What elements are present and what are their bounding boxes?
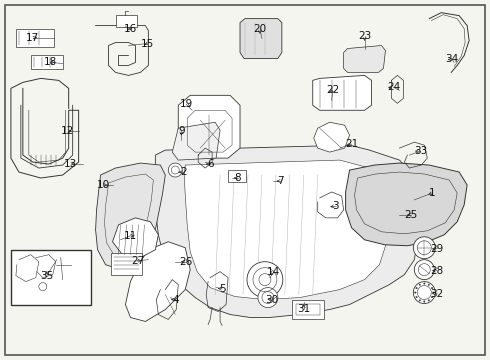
Text: 35: 35 bbox=[40, 271, 53, 281]
Text: 31: 31 bbox=[297, 303, 310, 314]
Bar bbox=[31, 55, 63, 69]
Polygon shape bbox=[343, 45, 386, 72]
Bar bbox=[11, 250, 91, 305]
Circle shape bbox=[168, 163, 182, 177]
Circle shape bbox=[431, 287, 433, 289]
Text: 1: 1 bbox=[429, 188, 436, 198]
Circle shape bbox=[423, 283, 425, 284]
Circle shape bbox=[416, 287, 417, 289]
Text: 9: 9 bbox=[178, 126, 185, 136]
Text: 14: 14 bbox=[267, 267, 280, 276]
Polygon shape bbox=[178, 95, 240, 158]
Polygon shape bbox=[314, 122, 349, 152]
Circle shape bbox=[415, 292, 416, 293]
Polygon shape bbox=[113, 218, 158, 258]
Polygon shape bbox=[313, 75, 371, 110]
Polygon shape bbox=[172, 122, 220, 160]
Text: 3: 3 bbox=[332, 201, 339, 211]
Text: 4: 4 bbox=[172, 294, 178, 305]
Text: 25: 25 bbox=[405, 210, 418, 220]
Text: 16: 16 bbox=[124, 24, 137, 33]
Text: 32: 32 bbox=[431, 289, 444, 298]
Text: 22: 22 bbox=[326, 85, 339, 95]
Circle shape bbox=[416, 296, 417, 298]
Text: 18: 18 bbox=[44, 58, 57, 67]
Text: 19: 19 bbox=[180, 99, 193, 109]
Text: 15: 15 bbox=[141, 39, 154, 49]
Text: 34: 34 bbox=[445, 54, 459, 64]
Text: 21: 21 bbox=[345, 139, 358, 149]
Text: 20: 20 bbox=[253, 24, 267, 33]
Circle shape bbox=[414, 237, 435, 259]
Bar bbox=[116, 15, 137, 27]
Polygon shape bbox=[153, 145, 419, 318]
Polygon shape bbox=[96, 163, 165, 270]
Polygon shape bbox=[125, 242, 190, 321]
Circle shape bbox=[259, 274, 271, 285]
Text: 10: 10 bbox=[97, 180, 110, 190]
Circle shape bbox=[258, 288, 278, 307]
Text: 6: 6 bbox=[207, 159, 214, 169]
Circle shape bbox=[415, 260, 434, 280]
Circle shape bbox=[428, 300, 430, 301]
Circle shape bbox=[419, 300, 420, 301]
Polygon shape bbox=[240, 19, 282, 58]
Bar bbox=[228, 170, 246, 182]
Bar bbox=[111, 253, 143, 275]
Text: 11: 11 bbox=[124, 231, 137, 241]
Text: 30: 30 bbox=[265, 294, 278, 305]
Polygon shape bbox=[345, 163, 467, 246]
Text: 33: 33 bbox=[414, 146, 427, 156]
Text: 5: 5 bbox=[219, 284, 225, 293]
Bar bbox=[16, 28, 54, 46]
Text: 29: 29 bbox=[431, 244, 444, 254]
Text: 12: 12 bbox=[61, 126, 74, 136]
Polygon shape bbox=[184, 160, 390, 300]
Text: 8: 8 bbox=[235, 173, 242, 183]
Circle shape bbox=[431, 296, 433, 298]
Text: 2: 2 bbox=[180, 167, 187, 177]
Text: 23: 23 bbox=[358, 31, 371, 41]
Text: 24: 24 bbox=[387, 82, 400, 93]
Circle shape bbox=[433, 292, 434, 293]
Circle shape bbox=[428, 284, 430, 285]
Bar bbox=[296, 303, 319, 315]
Circle shape bbox=[423, 301, 425, 302]
Circle shape bbox=[414, 282, 435, 303]
Bar bbox=[292, 300, 324, 319]
Text: 26: 26 bbox=[180, 257, 193, 267]
Text: 28: 28 bbox=[431, 266, 444, 276]
Circle shape bbox=[419, 284, 420, 285]
Circle shape bbox=[247, 262, 283, 298]
Text: 7: 7 bbox=[277, 176, 284, 186]
Text: 27: 27 bbox=[131, 256, 144, 266]
Text: 13: 13 bbox=[64, 159, 77, 169]
Text: 17: 17 bbox=[26, 32, 40, 42]
